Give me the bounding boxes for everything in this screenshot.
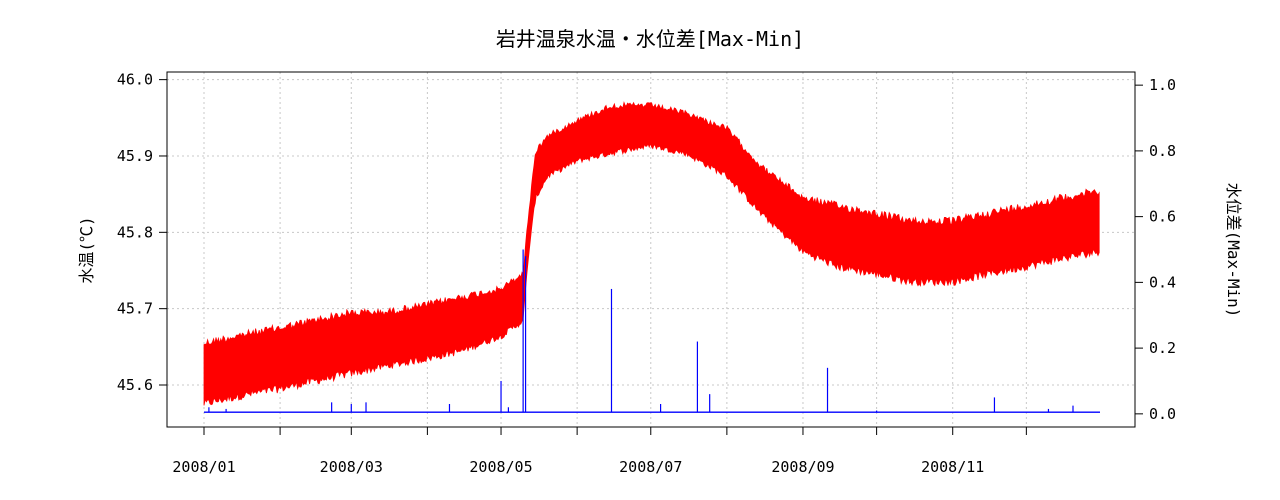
series-water-temperature: [203, 101, 1100, 406]
y2-axis-label: 水位差(Max-Min): [1224, 183, 1243, 318]
y-tick-label: 46.0: [117, 71, 153, 89]
x-tick-label: 2008/07: [619, 458, 682, 476]
x-tick-label: 2008/11: [921, 458, 984, 476]
series-layer: [203, 101, 1100, 413]
y2-tick-label: 0.2: [1149, 339, 1176, 357]
y-axis-label: 水温(℃): [77, 216, 96, 283]
x-tick-label: 2008/05: [469, 458, 532, 476]
x-tick-label: 2008/03: [320, 458, 383, 476]
y2-tick-label: 0.6: [1149, 208, 1176, 226]
x-tick-label: 2008/01: [172, 458, 235, 476]
y2-tick-label: 1.0: [1149, 76, 1176, 94]
y-tick-label: 45.6: [117, 376, 153, 394]
y-tick-label: 45.8: [117, 223, 153, 241]
axis-layer: 2008/01 2008/03 2008/05 2008/07 2008/09 2008/…: [117, 71, 1176, 476]
chart-title: 岩井温泉水温・水位差[Max-Min]: [496, 27, 804, 51]
x-tick-label: 2008/09: [771, 458, 834, 476]
y-tick-label: 45.7: [117, 300, 153, 318]
y2-tick-label: 0.8: [1149, 142, 1176, 160]
grid-lines: [167, 72, 1135, 427]
y-tick-label: 45.9: [117, 147, 153, 165]
y2-tick-label: 0.0: [1149, 405, 1176, 423]
y2-tick-label: 0.4: [1149, 273, 1176, 291]
